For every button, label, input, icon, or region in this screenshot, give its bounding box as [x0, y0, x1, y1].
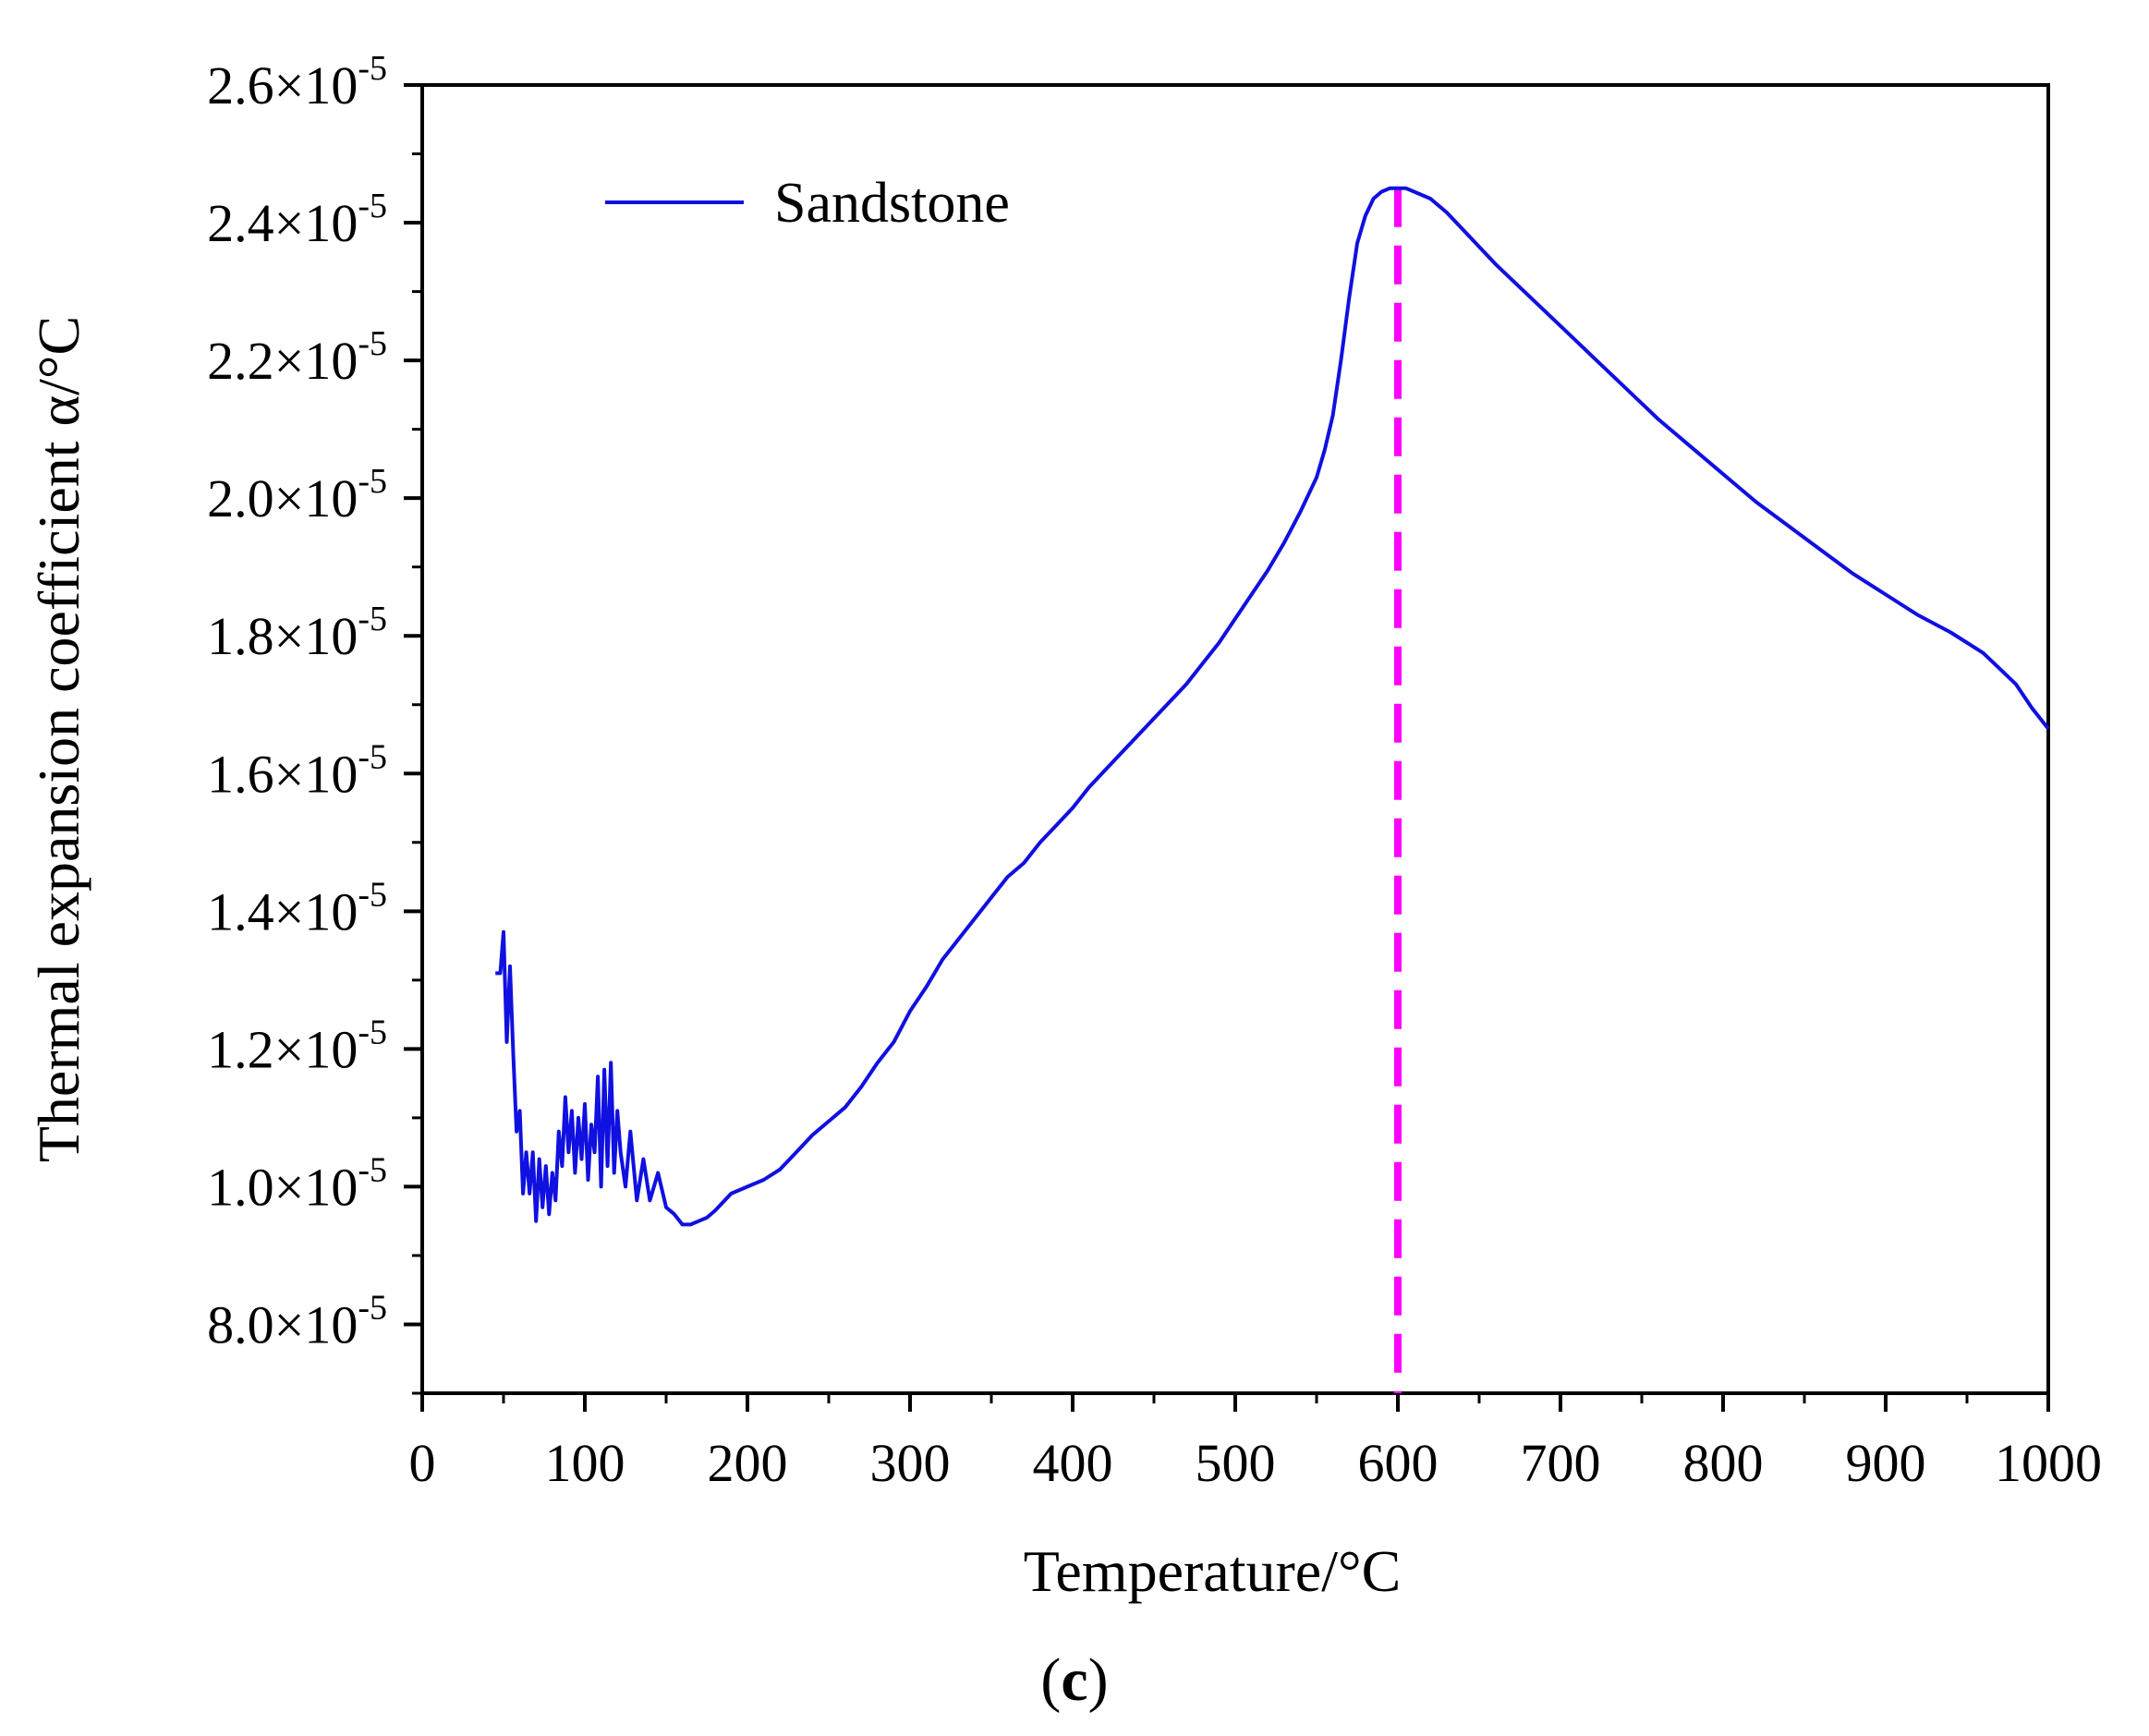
x-tick-label: 0 — [409, 1433, 436, 1493]
y-tick-exponent: -5 — [358, 49, 387, 88]
y-tick-exponent: -5 — [358, 737, 387, 776]
y-tick-mantissa: 2.2×10 — [207, 331, 358, 391]
y-tick-exponent: -5 — [358, 462, 387, 501]
x-tick-label: 200 — [708, 1433, 788, 1493]
y-tick-label: 1.4×10-5 — [207, 875, 387, 941]
series-line-sandstone — [495, 186, 2050, 1227]
x-tick-label: 400 — [1033, 1433, 1113, 1493]
panel-label: (c) — [1040, 1646, 1108, 1714]
panel-label-letter: c — [1061, 1646, 1087, 1714]
y-tick-mantissa: 2.6×10 — [207, 55, 358, 115]
y-tick-label: 2.2×10-5 — [207, 324, 387, 391]
y-tick-label: 1.0×10-5 — [207, 1150, 387, 1217]
y-tick-label: 1.2×10-5 — [207, 1013, 387, 1079]
y-axis-ticks: 8.0×10-51.0×10-51.2×10-51.4×10-51.6×10-5… — [207, 49, 422, 1395]
y-tick-mantissa: 8.0×10 — [207, 1294, 358, 1354]
y-tick-label: 1.6×10-5 — [207, 737, 387, 804]
y-tick-label: 2.6×10-5 — [207, 49, 387, 115]
y-tick-mantissa: 2.4×10 — [207, 193, 358, 253]
x-tick-label: 800 — [1683, 1433, 1764, 1493]
y-tick-mantissa: 1.8×10 — [207, 606, 358, 666]
y-tick-mantissa: 2.0×10 — [207, 468, 358, 528]
plot-frame — [420, 83, 2050, 1395]
y-tick-label: 1.8×10-5 — [207, 600, 387, 666]
y-tick-mantissa: 1.2×10 — [207, 1019, 358, 1079]
x-tick-label: 1000 — [1995, 1433, 2102, 1493]
legend-label-sandstone: Sandstone — [774, 172, 1010, 235]
x-tick-label: 900 — [1846, 1433, 1926, 1493]
y-tick-exponent: -5 — [358, 1288, 387, 1327]
y-tick-label: 2.4×10-5 — [207, 187, 387, 253]
y-tick-label: 8.0×10-5 — [207, 1288, 387, 1354]
y-tick-mantissa: 1.0×10 — [207, 1157, 358, 1217]
legend: Sandstone — [605, 172, 1010, 235]
series-lines — [495, 186, 2050, 1227]
y-tick-exponent: -5 — [358, 187, 387, 225]
y-tick-exponent: -5 — [358, 600, 387, 638]
x-tick-label: 500 — [1196, 1433, 1276, 1493]
y-tick-label: 2.0×10-5 — [207, 462, 387, 528]
y-tick-mantissa: 1.6×10 — [207, 744, 358, 804]
y-axis-title: Thermal expansion coefficient α/°C — [26, 316, 91, 1162]
y-tick-exponent: -5 — [358, 1150, 387, 1189]
x-tick-label: 700 — [1521, 1433, 1601, 1493]
plot-frame-group — [420, 83, 2050, 1395]
x-axis-title: Temperature/°C — [1024, 1538, 1402, 1604]
x-axis-ticks: 0 100 200 300 400 500 600 700 800 900 1000 — [409, 1393, 2102, 1493]
x-tick-label: 100 — [545, 1433, 625, 1493]
x-tick-label: 600 — [1358, 1433, 1439, 1493]
x-tick-label: 300 — [870, 1433, 951, 1493]
y-tick-exponent: -5 — [358, 1013, 387, 1051]
y-tick-exponent: -5 — [358, 324, 387, 363]
y-tick-exponent: -5 — [358, 875, 387, 914]
y-tick-mantissa: 1.4×10 — [207, 881, 358, 941]
